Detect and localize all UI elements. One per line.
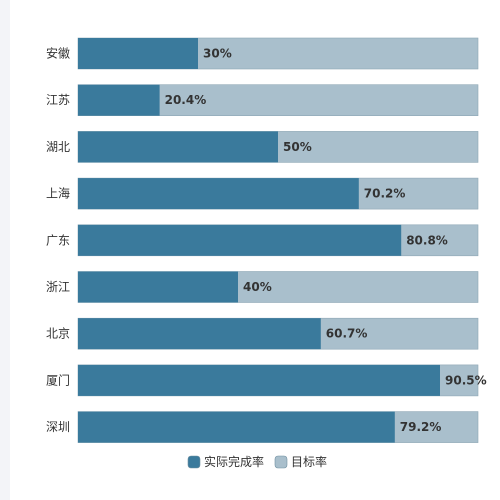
bars-layer: 安徽 30% 江苏 20.4% 湖北 50% 上海 70.2% 广东 80.8% 浙江 40% 北京 60… (46, 37, 487, 443)
value-label: 79.2% (400, 420, 442, 434)
category-label: 深圳 (46, 420, 70, 434)
actual-bar[interactable] (78, 224, 402, 256)
actual-bar[interactable] (78, 411, 395, 443)
actual-bar[interactable] (78, 38, 198, 69)
category-label: 厦门 (46, 372, 70, 387)
actual-bar[interactable] (78, 131, 278, 163)
category-label: 江苏 (46, 93, 70, 107)
chart-panel: 安徽 30% 江苏 20.4% 湖北 50% 上海 70.2% 广东 80.8% 浙江 40% 北京 60… (10, 0, 500, 500)
value-label: 70.2% (364, 187, 406, 201)
legend-label[interactable]: 实际完成率 (204, 454, 264, 469)
actual-bar[interactable] (78, 84, 160, 116)
value-label: 90.5% (445, 373, 487, 387)
value-label: 80.8% (406, 233, 448, 247)
legend[interactable]: 实际完成率 目标率 (187, 454, 327, 469)
value-label: 30% (203, 47, 232, 61)
category-label: 北京 (46, 327, 70, 341)
value-label: 20.4% (165, 93, 207, 107)
value-label: 50% (283, 140, 312, 154)
category-label: 湖北 (46, 139, 70, 154)
category-label: 上海 (46, 186, 70, 201)
actual-bar[interactable] (78, 318, 321, 350)
value-label: 40% (243, 280, 272, 294)
category-label: 安徽 (46, 46, 70, 61)
value-label: 60.7% (326, 327, 368, 341)
category-label: 广东 (46, 233, 70, 247)
legend-swatch[interactable] (274, 455, 288, 469)
actual-bar[interactable] (78, 364, 440, 396)
legend-swatch[interactable] (187, 455, 201, 469)
legend-label[interactable]: 目标率 (291, 454, 327, 469)
actual-bar[interactable] (78, 271, 238, 303)
actual-bar[interactable] (78, 178, 359, 210)
category-label: 浙江 (46, 280, 70, 294)
bar-chart: 安徽 30% 江苏 20.4% 湖北 50% 上海 70.2% 广东 80.8% 浙江 40% 北京 60… (46, 37, 487, 469)
